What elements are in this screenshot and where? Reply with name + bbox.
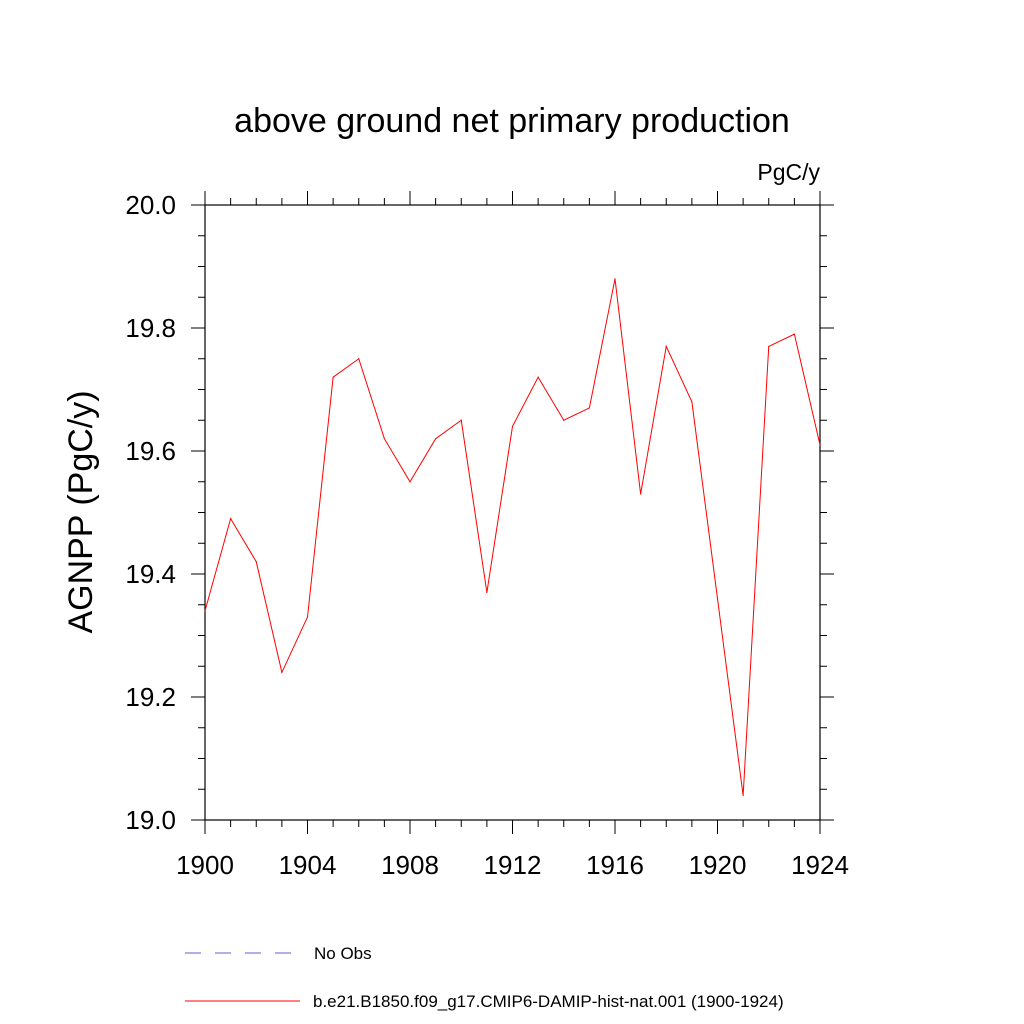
x-tick-label: 1912	[484, 850, 542, 880]
legend: No Obs b.e21.B1850.f09_g17.CMIP6-DAMIP-hi…	[185, 944, 784, 1011]
y-axis-label: AGNPP (PgC/y)	[62, 390, 100, 633]
x-tick-label: 1900	[176, 850, 234, 880]
data-point	[255, 561, 257, 563]
y-tick-labels: 19.0 19.2 19.4 19.6 19.8 20.0	[125, 190, 176, 835]
data-point	[435, 438, 437, 440]
data-point	[460, 419, 462, 421]
data-point	[358, 358, 360, 360]
y-tick-label: 19.8	[125, 313, 176, 343]
data-point	[691, 401, 693, 403]
y-tick-label: 19.0	[125, 805, 176, 835]
data-point	[819, 444, 821, 446]
data-point	[614, 278, 616, 280]
plot-frame	[204, 204, 821, 821]
x-tick-label: 1908	[381, 850, 439, 880]
x-tick-labels: 1900 1904 1908 1912 1916 1920 1924	[176, 850, 849, 880]
data-point	[793, 333, 795, 335]
legend-label: b.e21.B1850.f09_g17.CMIP6-DAMIP-hist-nat…	[313, 992, 784, 1011]
data-point	[742, 794, 744, 797]
series-layer	[204, 278, 821, 797]
data-point	[383, 438, 385, 440]
data-point	[409, 481, 411, 483]
data-point	[588, 407, 590, 409]
y-tick-label: 20.0	[125, 190, 176, 220]
x-tick-label: 1916	[586, 850, 644, 880]
x-tick-label: 1904	[279, 850, 337, 880]
x-tick-label: 1924	[791, 850, 849, 880]
y-tick-label: 19.6	[125, 436, 176, 466]
data-point	[768, 345, 770, 348]
series-line	[204, 278, 821, 796]
data-point	[511, 425, 514, 427]
legend-label: No Obs	[314, 944, 372, 963]
data-point	[537, 376, 539, 378]
x-tick-label: 1920	[689, 850, 747, 880]
data-point	[716, 598, 719, 600]
data-point	[332, 376, 334, 378]
units-label: PgC/y	[757, 159, 820, 185]
axis-ticks	[191, 191, 834, 834]
data-point	[230, 518, 232, 520]
data-point	[640, 493, 642, 495]
y-tick-label: 19.4	[125, 559, 176, 589]
y-tick-label: 19.2	[125, 682, 176, 712]
data-point	[486, 591, 488, 594]
data-point	[563, 419, 565, 421]
data-point	[281, 671, 283, 674]
chart-title: above ground net primary production	[234, 102, 790, 140]
data-point	[306, 616, 309, 618]
data-point	[204, 610, 206, 612]
data-point	[665, 345, 667, 348]
